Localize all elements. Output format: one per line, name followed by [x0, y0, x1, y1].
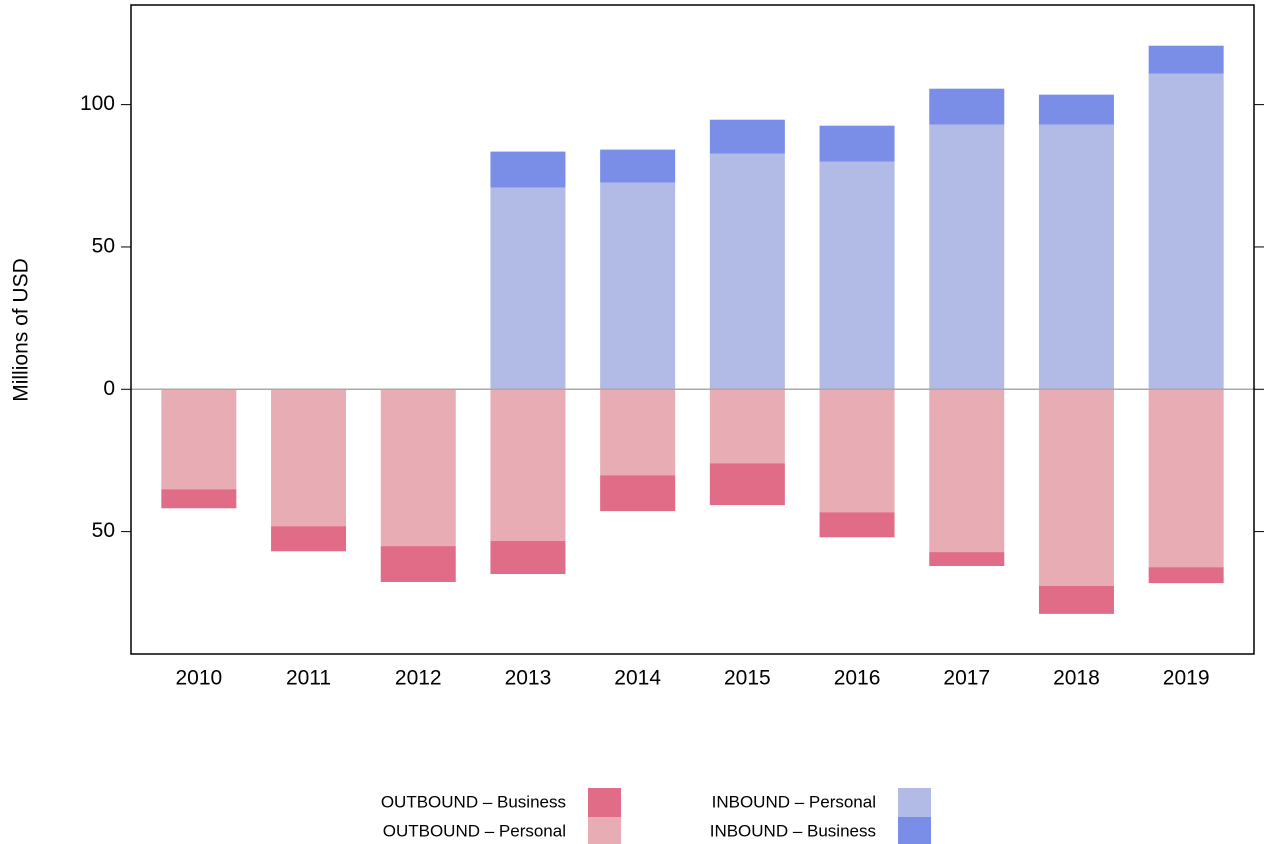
legend-swatch: [898, 788, 931, 817]
bar: [490, 187, 566, 390]
x-tick-label: 2016: [834, 667, 881, 690]
bar: [709, 119, 785, 154]
bar: [1148, 389, 1224, 568]
y-tick-label: 50: [92, 234, 115, 257]
legend-label: OUTBOUND – Personal: [383, 821, 566, 840]
bar: [271, 526, 347, 552]
bar: [819, 389, 895, 513]
bar: [490, 540, 566, 575]
bar: [929, 389, 1005, 553]
bar: [1038, 389, 1114, 586]
bar: [161, 489, 237, 509]
bar: [1148, 73, 1224, 390]
x-tick-label: 2019: [1163, 667, 1210, 690]
bar: [271, 389, 347, 527]
bar: [600, 475, 676, 512]
legend-swatch: [588, 788, 621, 817]
bar: [161, 389, 237, 490]
bar: [600, 182, 676, 390]
y-tick-label: 50: [92, 519, 115, 542]
bar: [600, 389, 676, 476]
legend-label: INBOUND – Personal: [712, 792, 876, 811]
x-tick-label: 2015: [724, 667, 771, 690]
x-tick-label: 2012: [395, 667, 442, 690]
bar: [380, 389, 456, 547]
bar: [1148, 567, 1224, 584]
x-tick-label: 2010: [175, 667, 222, 690]
y-axis-label: Millions of USD: [10, 258, 33, 402]
bar: [1038, 585, 1114, 614]
bar: [1148, 45, 1224, 74]
bar: [709, 389, 785, 464]
bar: [819, 125, 895, 162]
bar: [929, 88, 1005, 125]
bar: [929, 124, 1005, 390]
bar: [380, 546, 456, 582]
legend-swatch: [588, 817, 621, 844]
bar: [1038, 124, 1114, 390]
x-tick-label: 2018: [1053, 667, 1100, 690]
bar: [490, 389, 566, 541]
x-tick-label: 2017: [943, 667, 990, 690]
bar: [819, 161, 895, 390]
bar: [490, 151, 566, 188]
legend-label: INBOUND – Business: [710, 821, 876, 840]
y-tick-label: 0: [103, 377, 115, 400]
legend-swatch: [898, 817, 931, 844]
bar: [1038, 94, 1114, 125]
y-tick-label: 100: [80, 92, 115, 115]
x-tick-label: 2013: [505, 667, 552, 690]
x-tick-label: 2014: [614, 667, 661, 690]
bar: [709, 463, 785, 506]
legend-label: OUTBOUND – Business: [381, 792, 566, 811]
plot-frame: [130, 4, 1255, 655]
bar: [819, 512, 895, 538]
bar: [600, 149, 676, 183]
bar: [929, 552, 1005, 567]
x-tick-label: 2011: [286, 667, 331, 690]
bar: [709, 153, 785, 390]
